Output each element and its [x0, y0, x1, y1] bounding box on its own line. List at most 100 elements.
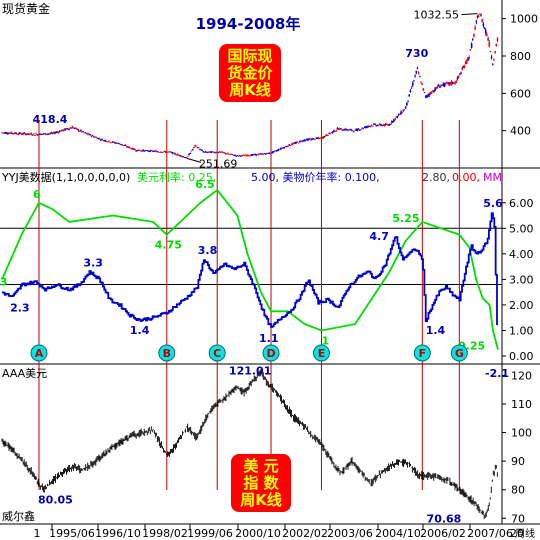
candle-body	[169, 151, 172, 153]
candle-body	[455, 81, 458, 83]
candle-body	[191, 149, 194, 151]
candle-body	[307, 139, 309, 141]
candle-body	[348, 129, 350, 131]
candle-body	[40, 133, 42, 135]
candle-body	[127, 146, 129, 148]
candle-body	[68, 128, 70, 130]
candle-body	[414, 75, 416, 77]
event-marker-label: E	[318, 347, 326, 360]
candle-body	[11, 133, 14, 134]
candle-body	[23, 132, 26, 134]
candle-body	[288, 144, 290, 146]
candle-body	[104, 140, 107, 142]
candle-body	[439, 87, 441, 88]
candle-body	[215, 152, 218, 153]
candle-body	[182, 156, 185, 158]
dollar-label-high: 121.01	[229, 365, 271, 378]
candle-body	[310, 138, 313, 141]
candle-body	[189, 153, 192, 154]
gold-annotation-line: 周K线	[229, 81, 271, 99]
candle-body	[231, 154, 234, 156]
candle-body	[64, 128, 67, 131]
candle-body	[133, 148, 135, 150]
candle-body	[10, 132, 13, 134]
dollar-annotation-line: 美 元	[243, 457, 278, 475]
candle-body	[143, 150, 146, 152]
candle-body	[78, 130, 81, 132]
candle-body	[114, 142, 116, 144]
candle-body	[154, 150, 156, 152]
x-tick-label: 1999/06	[187, 527, 233, 540]
dollar-annotation-line: 周K线	[240, 491, 282, 509]
candle-body	[373, 124, 375, 125]
candle-body	[255, 154, 258, 156]
candle-body	[369, 125, 372, 127]
candle-body	[27, 132, 29, 135]
candle-body	[149, 150, 152, 152]
candle-body	[387, 124, 389, 126]
candle-body	[333, 130, 335, 132]
candle-body	[389, 124, 392, 126]
candle-body	[30, 133, 33, 135]
candle-body	[271, 151, 274, 153]
candle-body	[490, 56, 493, 58]
candle-body	[4, 132, 7, 134]
candle-body	[203, 151, 206, 153]
dollar-side-label: 威尔鑫	[2, 509, 35, 523]
candle-body	[135, 150, 137, 152]
candle-body	[261, 153, 263, 155]
candle-body	[364, 126, 367, 129]
candle-body	[128, 146, 130, 148]
candle-body	[253, 154, 255, 156]
candle-body	[430, 92, 433, 94]
candle-body	[260, 153, 262, 155]
candle-body	[247, 154, 249, 156]
candle-body	[20, 132, 22, 134]
candle-body	[267, 153, 269, 155]
event-marker-label: A	[35, 347, 44, 360]
candle-body	[49, 133, 52, 135]
candle-body	[320, 137, 322, 139]
candle-body	[447, 82, 449, 84]
candle-body	[24, 133, 27, 135]
rates-legend-item: 5.00, 美物价年率: 0.100,	[251, 170, 380, 184]
candle-body	[123, 145, 126, 147]
candle-body	[115, 142, 117, 144]
candle-body	[406, 102, 408, 106]
candle-body	[442, 83, 445, 86]
candle-body	[400, 111, 402, 115]
candle-body	[408, 94, 411, 97]
candle-body	[205, 151, 208, 153]
candle-body	[60, 130, 62, 132]
rate-series-line	[2, 212, 498, 328]
candle-body	[457, 75, 460, 77]
candle-body	[417, 72, 420, 74]
candle-body	[476, 15, 479, 18]
candle-body	[178, 154, 181, 156]
candle-body	[209, 151, 212, 153]
event-marker: E	[312, 344, 330, 362]
candle-body	[409, 90, 412, 93]
candle-body	[471, 39, 474, 40]
candle-body	[296, 141, 299, 143]
gold-annotation-line: 国际现	[227, 47, 272, 65]
candle-body	[241, 155, 243, 156]
y-tick-label: 5.00	[509, 222, 534, 235]
candle-body	[183, 157, 186, 158]
gold-label-418: 418.4	[33, 113, 68, 126]
candle-body	[264, 153, 267, 155]
candle-body	[481, 19, 483, 23]
candle-body	[201, 150, 203, 152]
candle-body	[2, 132, 4, 134]
candle-body	[450, 81, 453, 85]
candle-body	[103, 140, 106, 141]
candle-body	[420, 82, 422, 84]
candle-body	[181, 156, 183, 158]
candle-body	[304, 139, 307, 141]
candle-body	[303, 139, 306, 141]
candle-body	[294, 142, 296, 144]
candle-body	[85, 133, 88, 135]
event-marker-circle	[413, 344, 431, 362]
candle-body	[163, 151, 166, 152]
candle-body	[87, 133, 89, 135]
